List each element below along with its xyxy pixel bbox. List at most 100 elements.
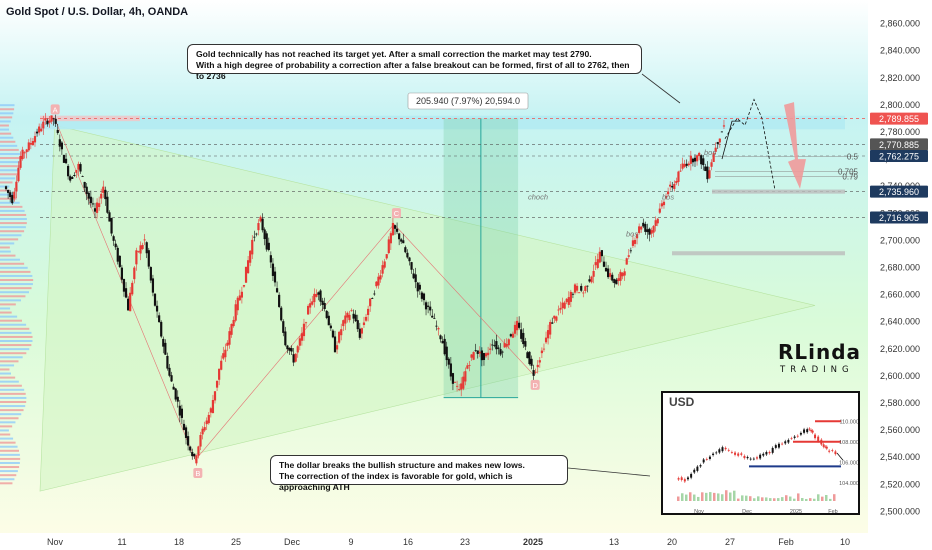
candle-body (197, 446, 200, 456)
candle-body (427, 305, 430, 307)
support-zone-1 (712, 189, 845, 194)
inset-volume-bar (685, 494, 688, 501)
candle-body (176, 396, 179, 402)
volume-profile-bar (0, 457, 21, 460)
inset-candle (699, 465, 702, 467)
candle-body (232, 319, 235, 327)
candle-body (340, 329, 343, 336)
volume-profile-bar (0, 250, 11, 253)
candle-body (292, 354, 295, 363)
x-tick-label: 18 (174, 537, 184, 547)
candle-body (249, 250, 252, 263)
candle-body (284, 331, 287, 346)
candle-body (174, 388, 177, 400)
inset-volume-bar (681, 493, 684, 501)
structure-label: bos (626, 229, 638, 238)
candle-body (662, 201, 666, 206)
inset-volume-bar (785, 495, 788, 501)
x-axis-bg (0, 533, 868, 550)
candle-body (677, 171, 680, 182)
inset-candle (811, 430, 814, 433)
point-label-D: D (532, 381, 538, 390)
x-tick-label: 9 (348, 537, 353, 547)
candle-body (633, 239, 637, 244)
candle-body (511, 333, 515, 338)
volume-profile-bar (0, 323, 27, 326)
volume-profile-bar (0, 234, 22, 237)
candle-body (54, 118, 57, 124)
candle-body (44, 118, 47, 121)
candle-body (646, 229, 649, 233)
projection-path (724, 98, 776, 191)
x-tick-label: 13 (609, 537, 619, 547)
candle-body (280, 307, 283, 321)
volume-profile-bar (0, 400, 27, 403)
candle-body (311, 301, 314, 305)
candle-body (716, 142, 719, 144)
candle-body (710, 162, 713, 167)
candle-body (335, 345, 339, 350)
volume-profile-bar (0, 104, 15, 107)
candle-body (418, 284, 421, 290)
candle-body (265, 233, 268, 250)
usd-inset-chart: 110.000 108.000 106.000 104.000 Nov Dec 2025 Fe… (677, 419, 858, 513)
candle-body (342, 320, 345, 327)
candle-body (664, 195, 668, 199)
candle-body (656, 218, 659, 224)
point-label-bg-A (50, 104, 60, 115)
candle-body (706, 166, 709, 180)
candle-body (708, 170, 711, 179)
candle-body (48, 120, 51, 123)
candle-body (294, 353, 297, 362)
correction-arrow (784, 102, 806, 189)
inset-volume-bar (813, 498, 816, 501)
inset-candle (784, 441, 787, 444)
volume-profile-bar (0, 327, 30, 330)
candle-body (182, 423, 186, 430)
inset-candle (743, 455, 746, 459)
volume-profile-bar (0, 364, 15, 367)
candle-body (526, 352, 529, 359)
volume-profile-bar (0, 242, 15, 245)
volume-profile-bar (0, 201, 20, 204)
volume-profile-bar (0, 380, 19, 383)
callout-bottom: The dollar breaks the bullish structure … (270, 455, 568, 492)
candle-body (124, 288, 128, 298)
candle-body (35, 131, 39, 134)
candle-body (122, 279, 126, 292)
candle-body (302, 323, 306, 337)
fib-label-0: 0.5 (847, 152, 859, 161)
candle-body (648, 228, 651, 235)
candle-body (557, 309, 560, 311)
inset-volume-bar (817, 494, 820, 501)
candle-body (575, 285, 579, 291)
volume-profile-bar (0, 425, 13, 428)
inset-candle (737, 453, 740, 456)
candle-body (534, 371, 537, 373)
candle-body (422, 293, 426, 301)
inset-candle (752, 458, 755, 460)
candle-body (64, 158, 68, 164)
candle-body (631, 240, 635, 246)
volume-profile-bar (0, 474, 17, 477)
inset-candle (740, 453, 743, 455)
inset-volume-bar (769, 498, 772, 501)
volume-profile-bar (0, 433, 11, 436)
candle-body (168, 367, 171, 376)
triangle-pattern (39, 124, 816, 492)
candle-body (667, 191, 670, 195)
inset-candle (715, 452, 718, 454)
candle-body (627, 255, 630, 257)
candle-body (79, 164, 82, 172)
candle-body (551, 322, 554, 324)
price-tag-1: 2,770.885 (879, 140, 919, 150)
candle-body (257, 223, 260, 231)
volume-profile-bar (0, 340, 33, 343)
candle-body (19, 155, 22, 168)
candle-body (315, 293, 318, 297)
inset-volume-bar (797, 493, 800, 501)
candle-body (501, 351, 504, 353)
volume-profile-bar (0, 116, 13, 119)
volume-profile-bar (0, 388, 25, 391)
candle-body (482, 353, 486, 360)
